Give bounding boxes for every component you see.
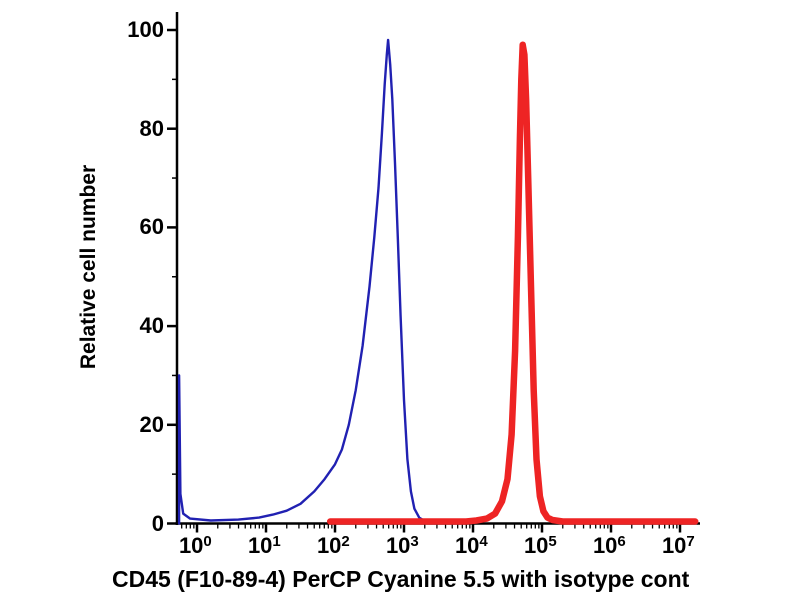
y-axis-title: Relative cell number (77, 164, 100, 370)
x-axis-title: CD45 (F10-89-4) PerCP Cyanine 5.5 with i… (112, 566, 690, 592)
